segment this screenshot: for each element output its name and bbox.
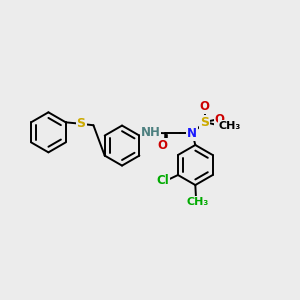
Text: Cl: Cl — [156, 174, 169, 187]
Text: CH₃: CH₃ — [219, 121, 241, 130]
Text: NH: NH — [141, 126, 160, 139]
Text: S: S — [200, 116, 209, 128]
Text: N: N — [188, 127, 197, 140]
Text: O: O — [158, 140, 168, 152]
Text: O: O — [200, 100, 210, 113]
Text: S: S — [76, 117, 85, 130]
Text: CH₃: CH₃ — [186, 197, 208, 207]
Text: O: O — [214, 113, 224, 126]
